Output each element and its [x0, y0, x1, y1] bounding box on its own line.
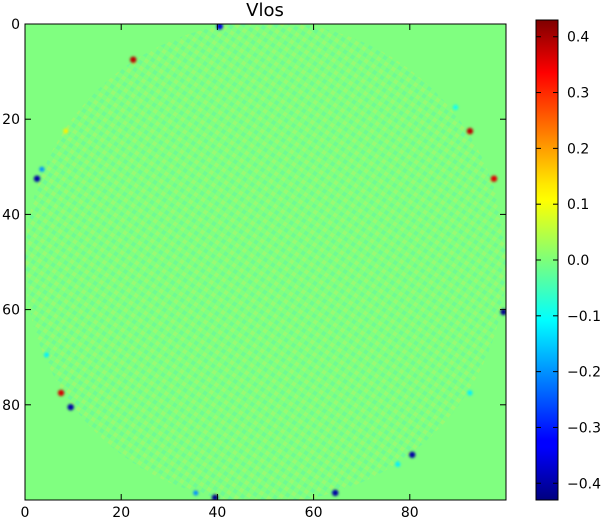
y-tick-label: 40	[2, 207, 20, 223]
data-spot	[395, 461, 401, 467]
data-spot	[211, 494, 219, 500]
colorbar: 0.4 0.3 0.2 0.1 0.0 −0.1 −0.2 −0.3 −0.4	[535, 19, 601, 501]
data-spot	[500, 308, 506, 316]
data-spot	[216, 24, 224, 30]
plot-frame	[24, 23, 507, 501]
colorbar-tick-label: 0.0	[567, 253, 589, 269]
x-axis: 0 20 40 60 80	[21, 24, 419, 519]
colorbar-tick-label: 0.4	[567, 30, 589, 46]
chart-title: Vlos	[246, 0, 284, 21]
x-tick-label: 0	[21, 505, 30, 519]
data-spot	[44, 352, 50, 358]
data-spot	[57, 389, 65, 397]
y-axis: 0 20 40 60 80	[2, 17, 506, 414]
data-spot	[452, 104, 459, 110]
x-tick-label: 80	[401, 505, 419, 519]
colorbar-tick-label: −0.4	[567, 476, 601, 492]
data-spot	[490, 175, 498, 182]
x-tick-label: 40	[208, 505, 226, 519]
data-spot	[332, 489, 339, 497]
data-spot	[467, 390, 473, 396]
x-tick-label: 20	[112, 505, 130, 519]
disk-texture	[25, 24, 506, 500]
data-spot	[63, 128, 69, 134]
colorbar-tick-label: 0.2	[567, 141, 589, 157]
y-tick-label: 80	[2, 398, 20, 414]
y-tick-label: 60	[2, 303, 20, 319]
data-spot	[33, 175, 41, 182]
y-tick-label: 0	[11, 17, 20, 33]
data-spot	[193, 490, 199, 496]
x-tick-label: 60	[305, 505, 323, 519]
colorbar-tick-label: −0.3	[567, 420, 601, 436]
data-spot	[466, 127, 474, 135]
data-spot	[39, 166, 45, 172]
data-spot	[130, 56, 137, 63]
colorbar-tick-label: −0.1	[567, 309, 601, 325]
data-spot	[67, 403, 74, 411]
colorbar-tick-label: 0.3	[567, 86, 589, 102]
colorbar-tick-label: −0.2	[567, 365, 601, 381]
colorbar-tick-label: 0.1	[567, 197, 589, 213]
heatmap-image	[25, 24, 506, 500]
data-spot	[409, 451, 416, 458]
y-tick-label: 20	[2, 112, 20, 128]
